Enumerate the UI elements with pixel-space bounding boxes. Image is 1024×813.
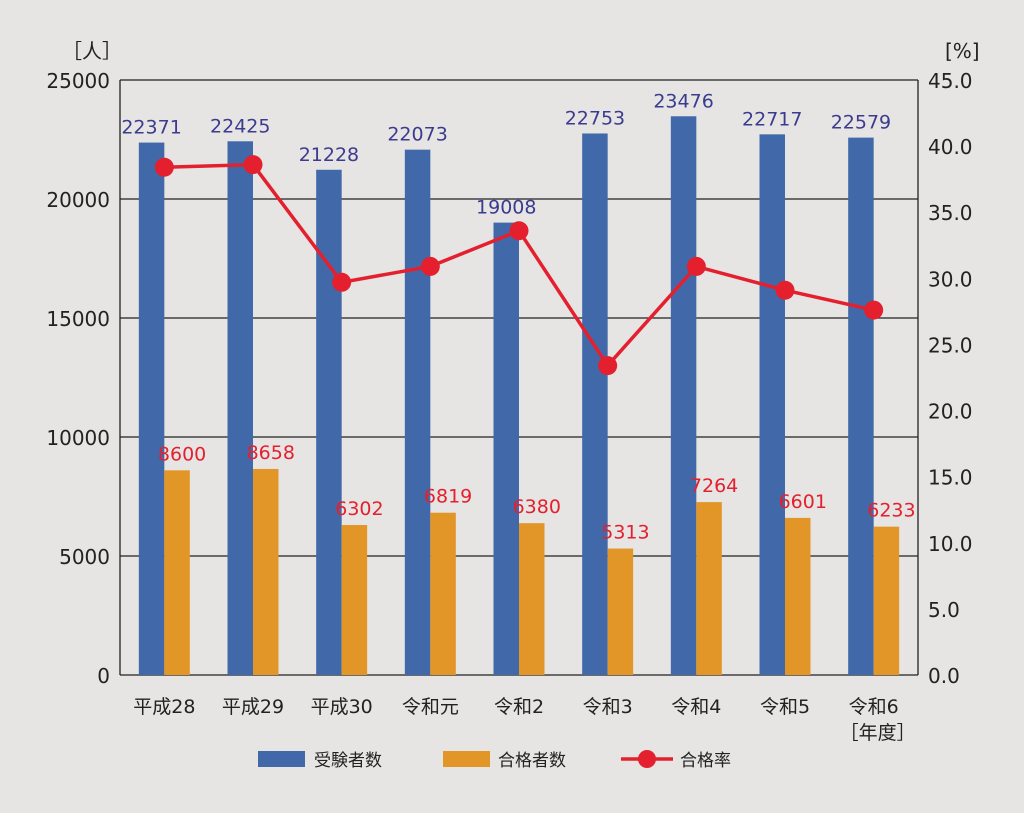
rate-point xyxy=(154,157,174,177)
legend-label: 受験者数 xyxy=(314,751,382,771)
bar-passers xyxy=(164,470,190,675)
data-label-applicants: 23476 xyxy=(653,90,713,112)
bar-passers xyxy=(519,523,545,675)
data-label-applicants: 22753 xyxy=(565,107,625,129)
x-tick-label: 令和5 xyxy=(760,696,810,718)
left-tick-label: 15000 xyxy=(46,307,110,331)
rate-point xyxy=(775,280,795,300)
legend-label: 合格者数 xyxy=(498,751,566,771)
rate-point xyxy=(598,356,618,376)
rate-point xyxy=(686,256,706,276)
rate-point xyxy=(332,272,352,292)
data-label-applicants: 22717 xyxy=(742,108,802,130)
bar-passers xyxy=(607,548,634,675)
legend-swatch-passers xyxy=(443,751,490,767)
data-label-passers: 5313 xyxy=(601,522,649,544)
left-tick-label: 20000 xyxy=(46,188,110,212)
data-label-passers: 6601 xyxy=(779,491,827,513)
bar-passers xyxy=(341,525,368,675)
bar-passers xyxy=(430,512,456,675)
x-tick-label: 令和2 xyxy=(494,696,544,718)
left-tick-label: 5000 xyxy=(59,545,110,569)
x-tick-label: 令和元 xyxy=(402,696,459,718)
data-label-applicants: 22371 xyxy=(121,117,181,139)
right-tick-label: 0.0 xyxy=(928,664,960,688)
data-label-applicants: 22425 xyxy=(210,115,270,137)
right-tick-label: 45.0 xyxy=(928,69,973,93)
data-label-passers: 6819 xyxy=(424,486,472,508)
data-label-applicants: 21228 xyxy=(299,144,359,166)
data-label-applicants: 22073 xyxy=(387,124,447,146)
legend: 受験者数 合格者数 合格率 xyxy=(258,750,731,771)
bar-applicants xyxy=(404,149,431,675)
data-label-applicants: 19008 xyxy=(476,197,536,219)
x-tick-label: 令和6 xyxy=(849,696,899,718)
axes: 0 5000 10000 15000 20000 25000 0.0 5.0 10.0 15.0 2… xyxy=(46,39,979,744)
left-tick-label: 25000 xyxy=(46,69,110,93)
right-tick-label: 25.0 xyxy=(928,333,973,357)
bar-applicants xyxy=(227,141,253,675)
data-label-passers: 6233 xyxy=(867,500,915,522)
bar-applicants xyxy=(670,116,697,676)
data-label-passers: 6380 xyxy=(513,496,561,518)
data-label-applicants: 22579 xyxy=(831,112,891,134)
right-tick-label: 35.0 xyxy=(928,201,973,225)
x-unit-label: ［年度］ xyxy=(840,722,916,744)
data-label-passers: 7264 xyxy=(690,475,738,497)
data-label-passers: 8600 xyxy=(158,443,206,465)
right-tick-label: 5.0 xyxy=(928,598,960,622)
bar-applicants xyxy=(316,169,342,675)
bar-passers xyxy=(696,502,722,675)
rate-line xyxy=(154,155,884,376)
right-tick-label: 20.0 xyxy=(928,400,973,424)
bars xyxy=(138,116,900,676)
x-tick-label: 令和4 xyxy=(671,696,721,718)
bar-passers xyxy=(873,526,900,675)
right-tick-label: 40.0 xyxy=(928,135,973,159)
bar-applicants xyxy=(759,134,785,676)
legend-swatch-applicants xyxy=(258,751,305,767)
left-tick-label: 0 xyxy=(97,664,110,688)
bar-applicants xyxy=(138,142,165,676)
data-label-passers: 6302 xyxy=(335,498,383,520)
bar-applicants xyxy=(848,137,874,675)
right-tick-label: 15.0 xyxy=(928,466,973,490)
legend-marker-rate xyxy=(638,750,656,768)
rate-point xyxy=(509,221,529,241)
bar-passers xyxy=(253,468,279,675)
rate-point xyxy=(864,300,884,320)
bar-applicants xyxy=(582,133,608,675)
x-tick-label: 令和3 xyxy=(583,696,633,718)
data-labels: 22371 8600 22425 8658 21228 6302 22073 6819 1900… xyxy=(121,90,915,543)
rate-point xyxy=(420,256,440,276)
x-tick-label: 平成30 xyxy=(311,696,373,718)
bar-applicants xyxy=(493,222,519,675)
left-unit-label: ［人］ xyxy=(62,39,122,63)
x-tick-label: 平成29 xyxy=(222,696,284,718)
rate-point xyxy=(243,155,263,175)
data-label-passers: 8658 xyxy=(247,442,295,464)
right-tick-label: 10.0 xyxy=(928,532,973,556)
bar-passers xyxy=(785,517,811,675)
left-tick-label: 10000 xyxy=(46,426,110,450)
right-tick-label: 30.0 xyxy=(928,267,973,291)
x-tick-label: 平成28 xyxy=(133,696,195,718)
legend-label: 合格率 xyxy=(680,751,731,771)
right-unit-label: [%] xyxy=(945,39,980,63)
